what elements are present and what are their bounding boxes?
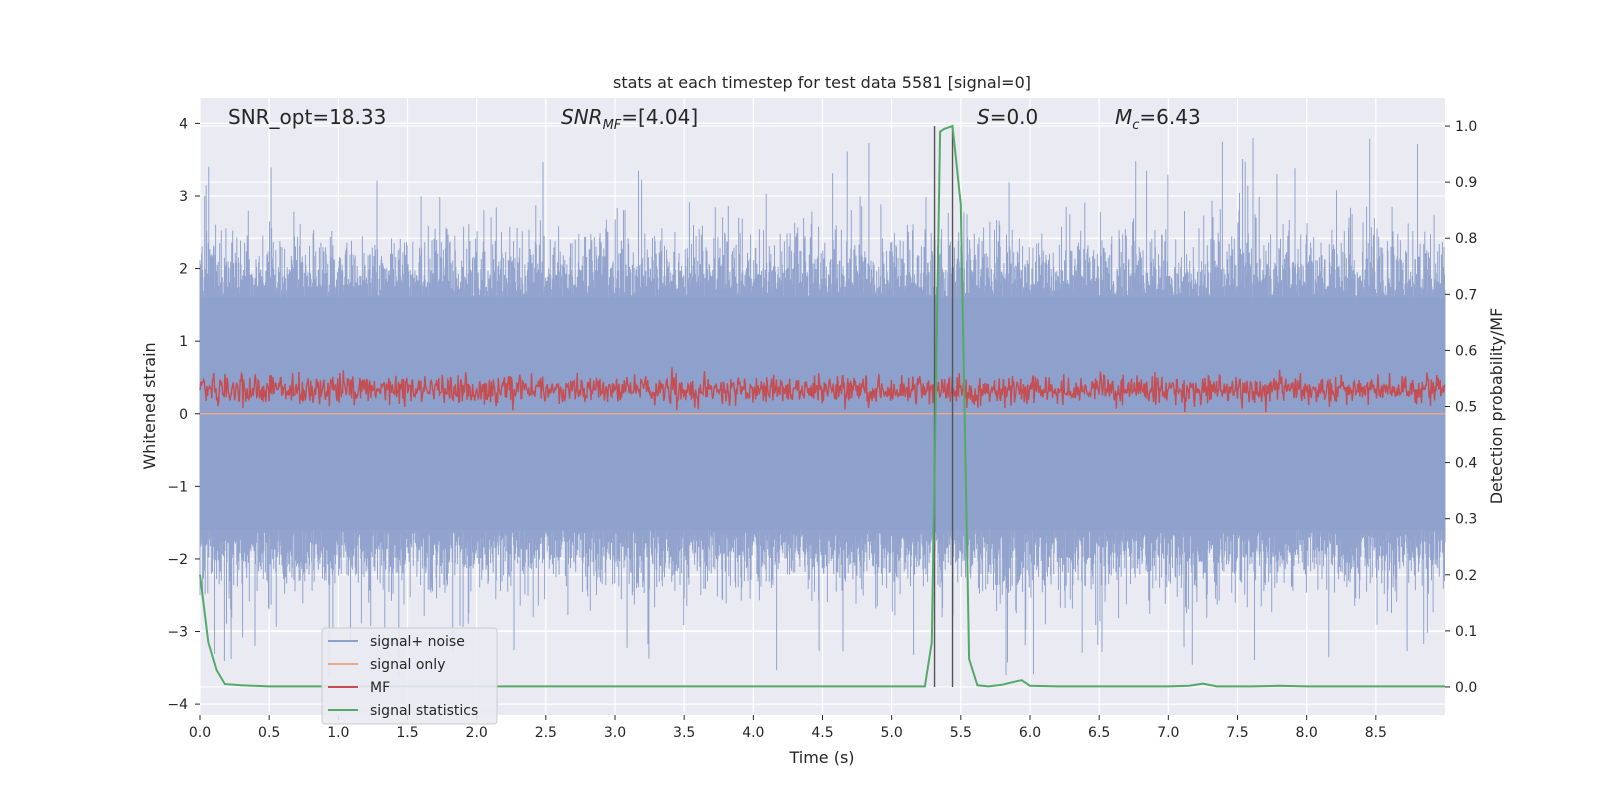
- y-left-tick-label: 2: [179, 262, 188, 278]
- s-main: S: [977, 105, 990, 129]
- y-right-tick-label: 1.0: [1455, 119, 1477, 135]
- x-tick-label: 4.5: [811, 725, 833, 741]
- x-tick-label: 6.5: [1088, 725, 1110, 741]
- legend-label-mf: MF: [370, 680, 390, 696]
- y-right-tick-label: 0.7: [1455, 287, 1477, 303]
- y-left-tick-label: −2: [167, 552, 188, 568]
- y-right-tick-label: 0.5: [1455, 400, 1477, 416]
- y-axis-right: 1.0 0.9 0.8 0.7 0.6 0.5 0.4 0.3 0.2 0.1 0.0: [1445, 119, 1477, 696]
- x-tick-label: 8.0: [1296, 725, 1318, 741]
- mf-line: [199, 367, 1446, 413]
- x-tick-label: 2.5: [535, 725, 557, 741]
- y-right-tick-label: 0.4: [1455, 456, 1477, 472]
- x-tick-label: 3.5: [673, 725, 695, 741]
- y-left-tick-label: 3: [179, 189, 188, 205]
- signal-statistics-line: [199, 124, 1445, 688]
- legend-label-signal-only: signal only: [370, 657, 445, 673]
- snr-mf-rest: =[4.04]: [621, 105, 698, 129]
- y-right-tick-label: 0.9: [1455, 175, 1477, 191]
- snr-mf-sub: MF: [603, 118, 622, 133]
- snr-mf-main: SNR: [561, 105, 603, 129]
- y-left-tick-label: 4: [179, 116, 188, 132]
- x-tick-label: 1.0: [327, 725, 349, 741]
- y-axis-left-title: Whitened strain: [140, 342, 159, 469]
- annotation-snr-opt: SNR_opt=18.33: [228, 105, 386, 129]
- x-axis: 0.0 0.5 1.0 1.5 2.0 2.5 3.0 3.5 4.0 4.5 5.0 5.5 6.0 6…: [189, 715, 1387, 741]
- x-tick-label: 4.0: [742, 725, 764, 741]
- x-tick-label: 0.5: [258, 725, 280, 741]
- x-tick-label: 8.5: [1365, 725, 1387, 741]
- legend-label-signal-statistics: signal statistics: [370, 703, 478, 719]
- y-right-tick-label: 0.8: [1455, 231, 1477, 247]
- legend-box: [321, 627, 498, 725]
- y-right-tick-label: 0.3: [1455, 512, 1477, 528]
- legend-label-signal-noise: signal+ noise: [370, 634, 465, 650]
- y-right-tick-label: 0.1: [1455, 624, 1477, 640]
- annotation-snr-mf: SNRMF=[4.04]: [561, 105, 698, 133]
- y-left-tick-label: −3: [167, 625, 188, 641]
- x-tick-label: 5.5: [950, 725, 972, 741]
- chart-title: stats at each timestep for test data 558…: [613, 73, 1031, 92]
- signal-statistics-series: [199, 124, 1445, 688]
- y-right-tick-label: 0.6: [1455, 343, 1477, 359]
- x-tick-label: 7.0: [1157, 725, 1179, 741]
- annotation-s: S=0.0: [977, 105, 1038, 129]
- x-tick-label: 2.0: [466, 725, 488, 741]
- y-left-tick-label: 0: [179, 407, 188, 423]
- mc-main: M: [1115, 105, 1132, 129]
- x-tick-label: 3.0: [604, 725, 626, 741]
- y-axis-left: 4 3 2 1 0 −1 −2 −3 −4: [167, 116, 200, 713]
- mf-series: [199, 367, 1446, 413]
- s-rest: =0.0: [990, 105, 1039, 129]
- annotation-mc: Mc=6.43: [1115, 105, 1201, 133]
- y-right-tick-label: 0.0: [1455, 680, 1477, 696]
- x-tick-label: 0.0: [189, 725, 211, 741]
- legend: signal+ noise signal only MF signal stat…: [321, 627, 498, 725]
- x-tick-label: 1.5: [396, 725, 418, 741]
- x-tick-label: 6.0: [1019, 725, 1041, 741]
- y-left-tick-label: −1: [167, 479, 188, 495]
- y-left-tick-label: 1: [179, 334, 188, 350]
- y-right-tick-label: 0.2: [1455, 568, 1477, 584]
- x-axis-title: Time (s): [788, 748, 854, 767]
- y-left-tick-label: −4: [167, 697, 188, 713]
- mc-rest: =6.43: [1139, 105, 1200, 129]
- y-axis-right-title: Detection probability/MF: [1487, 308, 1506, 505]
- mc-sub: c: [1132, 118, 1139, 133]
- x-tick-label: 7.5: [1226, 725, 1248, 741]
- vertical-markers: [933, 126, 954, 687]
- x-tick-label: 5.0: [881, 725, 903, 741]
